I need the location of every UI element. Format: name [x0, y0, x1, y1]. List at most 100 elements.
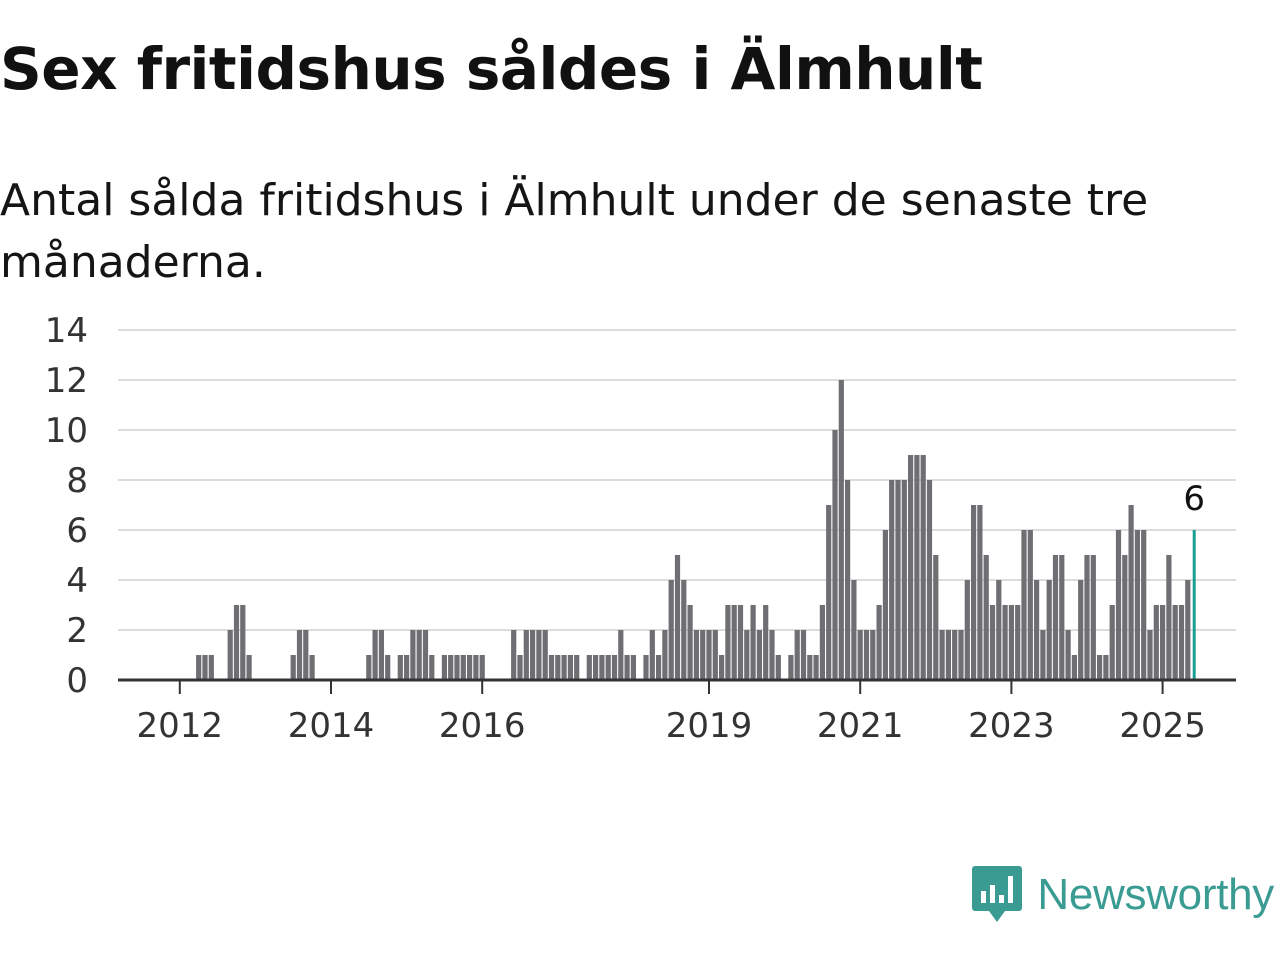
bar: [996, 580, 1002, 680]
bar: [567, 655, 573, 680]
bar: [945, 630, 951, 680]
bars: [196, 380, 1196, 680]
bar: [750, 605, 756, 680]
bar: [1040, 630, 1046, 680]
data-label-latest: 6: [1183, 479, 1205, 519]
bar: [1090, 555, 1096, 680]
bar: [548, 655, 555, 680]
bar: [1185, 580, 1191, 680]
bar: [731, 605, 737, 680]
bar: [1147, 630, 1153, 680]
bar: [574, 655, 580, 680]
bar: [662, 630, 668, 680]
x-tick-label: 2025: [1119, 706, 1206, 746]
bar: [530, 630, 536, 680]
newsworthy-logo-icon: [972, 866, 1023, 922]
x-axis: [118, 678, 1236, 694]
bar: [555, 655, 561, 680]
y-tick-label: 6: [66, 511, 88, 551]
bar: [1153, 605, 1159, 680]
bar: [202, 655, 208, 680]
bar: [422, 630, 429, 680]
bar: [971, 505, 977, 680]
bar: [624, 655, 630, 680]
bar: [813, 655, 819, 680]
bar: [1015, 605, 1021, 680]
bar: [775, 655, 781, 680]
bar: [1166, 555, 1172, 680]
bar-highlight: [1192, 530, 1196, 680]
bar: [233, 605, 240, 680]
bar: [706, 630, 712, 680]
gridlines: [118, 329, 1236, 631]
bar: [800, 630, 807, 680]
newsworthy-logo[interactable]: Newsworthy: [971, 864, 1274, 926]
bar: [693, 630, 699, 680]
bar: [643, 655, 649, 680]
bar: [1178, 605, 1185, 680]
bar: [227, 630, 233, 680]
bar: [964, 580, 970, 680]
x-tick-label: 2019: [666, 706, 753, 746]
bar: [1071, 655, 1077, 680]
bar: [939, 630, 945, 680]
bar: [788, 655, 794, 680]
bar: [517, 655, 523, 680]
bar: [523, 630, 529, 680]
bar: [668, 580, 674, 680]
bar: [1084, 555, 1090, 680]
bar: [1134, 530, 1140, 680]
bar: [536, 630, 542, 680]
bar: [649, 630, 655, 680]
chart-title: Sex fritidshus såldes i Älmhult: [0, 35, 983, 103]
bar: [926, 480, 933, 680]
bar-chart: 0 2 4 6 8 10 12 14 2012 2014 2016 2019 2021 2023 2025 6: [45, 311, 1236, 746]
bar: [744, 630, 750, 680]
chart-subtitle: Antal sålda fritidshus i Älmhult under d…: [0, 175, 1149, 288]
bar: [681, 580, 687, 680]
bar: [656, 655, 662, 680]
bar: [246, 655, 252, 680]
bar: [372, 630, 378, 680]
bar: [196, 655, 202, 680]
bar: [1065, 630, 1071, 680]
bar: [618, 630, 624, 680]
bar: [807, 655, 813, 680]
bar: [303, 630, 309, 680]
bar: [1002, 605, 1008, 680]
bar: [914, 455, 920, 680]
bar: [1172, 605, 1178, 680]
bar: [952, 630, 958, 680]
bar: [737, 605, 744, 680]
brand-name: Newsworthy: [1037, 870, 1274, 919]
x-tick-label: 2014: [288, 706, 375, 746]
bar: [674, 555, 681, 680]
x-tick-label: 2021: [817, 706, 904, 746]
bar: [719, 655, 725, 680]
bar: [542, 630, 548, 680]
bar: [208, 655, 214, 680]
bar: [1008, 605, 1014, 680]
bar: [1160, 605, 1166, 680]
bar: [1052, 555, 1059, 680]
bar: [630, 655, 636, 680]
y-tick-label: 10: [45, 411, 88, 451]
bar: [586, 655, 592, 680]
bar: [429, 655, 435, 680]
bar: [901, 480, 907, 680]
bar: [1078, 580, 1084, 680]
bar: [397, 655, 403, 680]
bar: [1128, 505, 1134, 680]
bar: [378, 630, 384, 680]
bar: [441, 655, 447, 680]
bar: [1122, 555, 1128, 680]
bar: [826, 505, 832, 680]
bar: [756, 630, 762, 680]
bar: [479, 655, 485, 680]
bar: [1115, 530, 1122, 680]
bar: [599, 655, 605, 680]
bar: [763, 605, 769, 680]
bar: [366, 655, 372, 680]
bar: [593, 655, 599, 680]
bar: [473, 655, 479, 680]
